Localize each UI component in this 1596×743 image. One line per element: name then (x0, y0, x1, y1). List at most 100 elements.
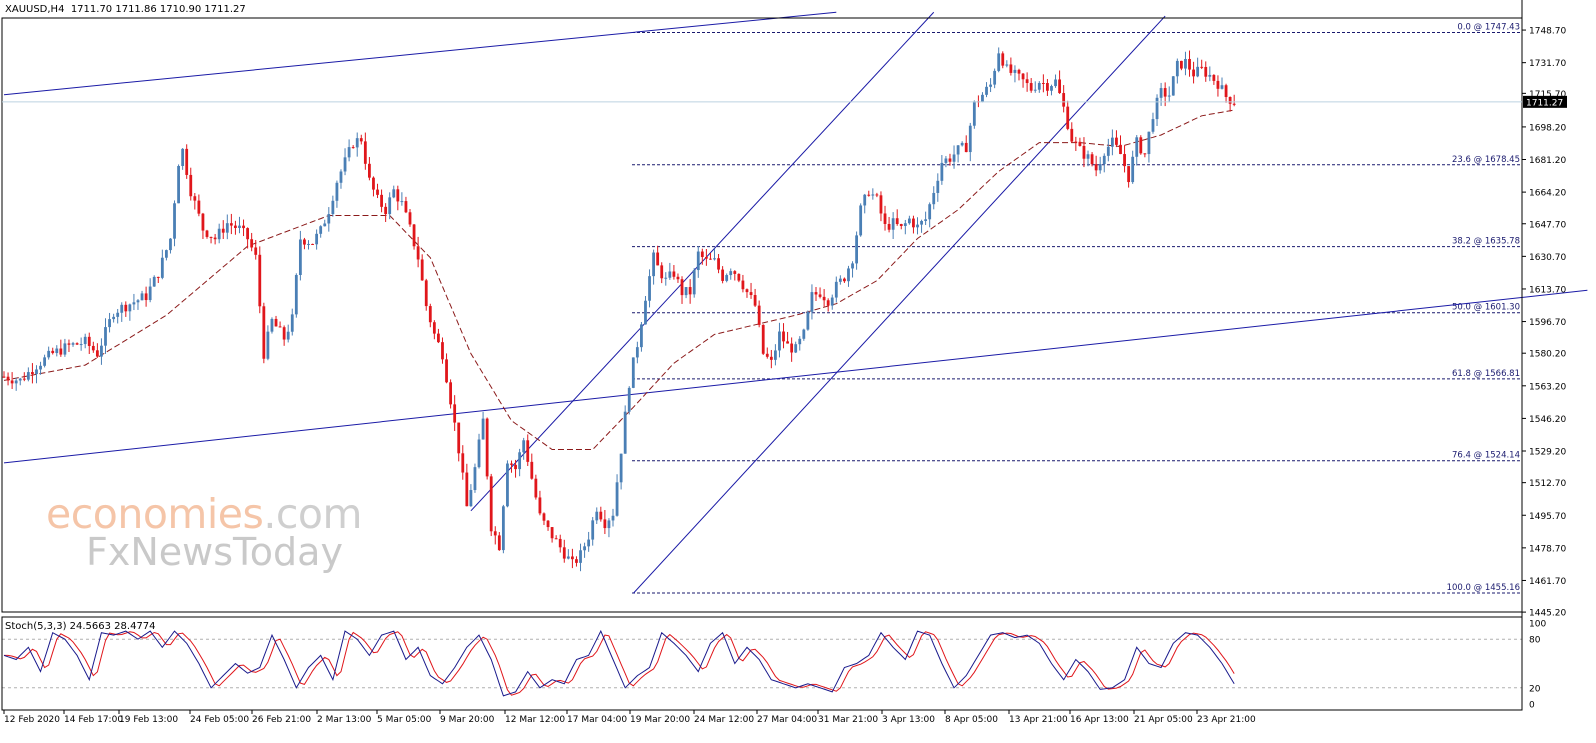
candle-body (1102, 155, 1106, 165)
candle-body (359, 138, 363, 142)
candle-body (514, 464, 517, 470)
fib-level-label: 76.4 @ 1524.14 (1452, 451, 1520, 461)
y-tick-label: 1495.70 (1529, 512, 1566, 522)
y-tick-label: 1445.20 (1529, 609, 1566, 619)
x-tick-label: 26 Feb 21:00 (252, 715, 311, 725)
candle-body (749, 292, 753, 296)
candle-body (530, 461, 534, 479)
candle-body (704, 256, 708, 259)
candle-body (591, 520, 595, 540)
x-tick-label: 12 Feb 2020 (4, 715, 60, 725)
fib-level-label: 50.0 @ 1601.30 (1452, 303, 1520, 313)
candle-body (63, 343, 67, 355)
axes: 1748.70 1731.70 1715.70 1698.20 1681.20 1664.… (1, 0, 1567, 725)
candle-body (457, 422, 461, 454)
candle-body (22, 378, 26, 380)
candle-body (270, 318, 274, 332)
candle-body (108, 319, 111, 328)
candle-body (282, 327, 286, 340)
candle-body (944, 158, 948, 163)
y-tick-label: 1664.20 (1529, 189, 1566, 199)
candle-body (165, 250, 168, 258)
candle-body (14, 380, 18, 384)
candle-body (363, 141, 367, 164)
candle-body (432, 322, 436, 334)
candle-body (148, 286, 152, 301)
x-tick-label: 23 Apr 21:00 (1197, 715, 1256, 725)
candle-body (298, 239, 302, 275)
candle-body (1037, 82, 1041, 90)
candle-body (550, 527, 554, 539)
candle-body (1021, 73, 1025, 80)
candle-body (741, 280, 745, 290)
candle-body (104, 327, 107, 346)
candle-body (404, 201, 408, 213)
y-tick-label: 1512.70 (1529, 479, 1566, 489)
candle-body (347, 147, 351, 158)
candle-body (445, 359, 448, 383)
candle-body (1184, 58, 1187, 69)
candle-body (481, 418, 485, 440)
y-tick-label: 1715.70 (1529, 90, 1566, 100)
candle-body (1180, 60, 1183, 69)
candle-body (43, 357, 46, 366)
candle-body (993, 70, 997, 85)
candle-body (575, 559, 578, 563)
candle-body (489, 476, 493, 532)
candle-body (1232, 103, 1236, 105)
candle-body (1062, 93, 1066, 107)
candle-body (1220, 85, 1224, 89)
moving-average (3, 109, 1235, 450)
candle-body (1082, 145, 1086, 159)
candle-body (55, 348, 59, 354)
candle-body (1050, 86, 1053, 91)
candle-body (713, 258, 716, 260)
candle-body (51, 350, 55, 354)
x-tick-label: 14 Feb 17:00 (64, 715, 123, 725)
candle-body (648, 276, 651, 301)
candle-body (863, 194, 867, 206)
candle-body (538, 497, 542, 514)
candle-body (1151, 119, 1155, 132)
fibonacci-levels: 0.0 @ 1747.43 23.6 @ 1678.45 38.2 @ 1635.7… (632, 23, 1522, 594)
stoch-tick-label: 0 (1529, 701, 1535, 711)
candle-body (1013, 69, 1017, 73)
candle-body (1123, 154, 1126, 167)
candle-body (400, 201, 404, 203)
candle-body (843, 278, 846, 282)
x-tick-label: 27 Mar 04:00 (757, 715, 817, 725)
candle-body (932, 192, 936, 205)
candle-body (847, 268, 850, 282)
candle-body (623, 411, 627, 454)
candle-body (319, 226, 323, 234)
x-tick-label: 12 Mar 12:00 (505, 715, 565, 725)
candle-body (501, 506, 505, 551)
candle-body (903, 223, 907, 227)
candle-body (782, 331, 785, 342)
stoch-main-line (3, 629, 1235, 697)
candle-body (729, 271, 733, 276)
candle-body (688, 287, 692, 295)
candle-body (640, 324, 643, 348)
candle-body (676, 276, 680, 280)
candle-body (437, 333, 440, 343)
y-tick-label: 1546.20 (1529, 415, 1566, 425)
candle-body (229, 223, 233, 226)
candle-body (87, 336, 91, 346)
candle-body (558, 538, 562, 548)
y-tick-label: 1529.20 (1529, 448, 1566, 458)
candle-body (79, 344, 83, 346)
candle-body (10, 380, 14, 384)
candle-body (1204, 66, 1208, 77)
candle-body (197, 200, 201, 214)
candle-body (1070, 128, 1074, 142)
y-tick-label: 1580.20 (1529, 350, 1566, 360)
candle-body (185, 148, 189, 175)
candle-body (1046, 83, 1049, 91)
candle-body (355, 138, 359, 148)
candle-body (132, 302, 136, 305)
x-tick-label: 2 Mar 13:00 (317, 715, 372, 725)
candle-body (851, 263, 854, 269)
candle-body (144, 293, 148, 301)
x-tick-label: 21 Apr 05:00 (1134, 715, 1193, 725)
